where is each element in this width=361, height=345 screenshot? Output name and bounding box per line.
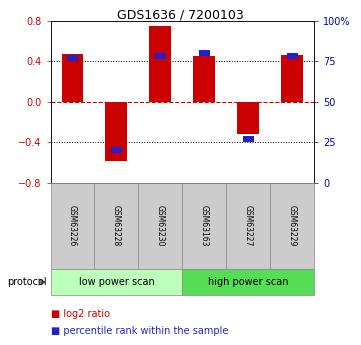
Bar	[149, 26, 171, 102]
Text: GSM63163: GSM63163	[200, 205, 209, 247]
Bar	[193, 56, 215, 102]
Bar	[111, 147, 122, 154]
Text: low power scan: low power scan	[79, 277, 154, 287]
Text: protocol: protocol	[7, 277, 47, 287]
Bar	[199, 50, 210, 56]
Text: ■ log2 ratio: ■ log2 ratio	[51, 309, 109, 319]
Bar	[67, 55, 78, 61]
Bar	[281, 55, 303, 102]
Bar	[61, 54, 83, 102]
Text: GDS1636 / 7200103: GDS1636 / 7200103	[117, 9, 244, 22]
Text: GSM63230: GSM63230	[156, 205, 165, 247]
Bar	[237, 102, 259, 134]
Bar	[105, 102, 127, 160]
Bar	[243, 136, 254, 142]
Text: GSM63226: GSM63226	[68, 205, 77, 247]
Text: GSM63229: GSM63229	[288, 205, 297, 247]
Bar	[287, 53, 297, 59]
Text: ■ percentile rank within the sample: ■ percentile rank within the sample	[51, 326, 228, 336]
Bar	[155, 53, 166, 59]
Text: high power scan: high power scan	[208, 277, 288, 287]
Text: GSM63228: GSM63228	[112, 205, 121, 247]
Text: GSM63227: GSM63227	[244, 205, 253, 247]
